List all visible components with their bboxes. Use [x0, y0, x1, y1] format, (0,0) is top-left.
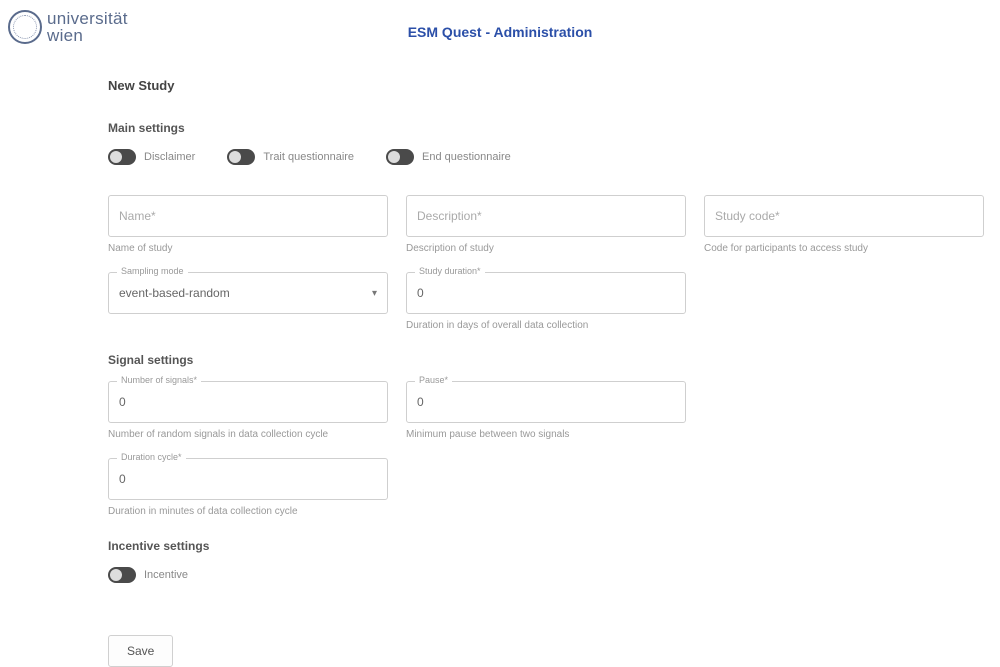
pause-input[interactable]: Pause* 0 [406, 381, 686, 423]
field-name: Name* Name of study [108, 195, 388, 254]
incentive-settings-heading: Incentive settings [108, 539, 970, 553]
placeholder: Name* [119, 209, 156, 223]
float-label: Sampling mode [117, 266, 188, 276]
signal-settings-heading: Signal settings [108, 353, 970, 367]
input-value: 0 [417, 395, 424, 409]
input-value: 0 [119, 472, 126, 486]
number-signals-input[interactable]: Number of signals* 0 [108, 381, 388, 423]
main-settings-heading: Main settings [108, 121, 970, 135]
float-label: Pause* [415, 375, 452, 385]
toggle-label: End questionnaire [422, 151, 511, 163]
toggle-end-questionnaire[interactable]: End questionnaire [386, 149, 511, 165]
toggle-label: Incentive [144, 569, 188, 581]
incentive-toggles: Incentive [108, 567, 970, 583]
field-duration-cycle: Duration cycle* 0 Duration in minutes of… [108, 458, 388, 517]
chevron-down-icon: ▾ [372, 288, 377, 299]
app-title: ESM Quest - Administration [408, 24, 593, 40]
page-content: New Study Main settings Disclaimer Trait… [0, 48, 1000, 667]
uni-name-line2: wien [47, 27, 128, 44]
page-heading: New Study [108, 78, 970, 93]
helper-text: Name of study [108, 243, 388, 254]
name-input[interactable]: Name* [108, 195, 388, 237]
switch-icon [108, 149, 136, 165]
helper-text: Duration in days of overall data collect… [406, 320, 686, 331]
uni-seal-icon [8, 10, 42, 44]
uni-name: universität wien [47, 10, 128, 44]
float-label: Number of signals* [117, 375, 201, 385]
placeholder: Study code* [715, 209, 780, 223]
toggle-incentive[interactable]: Incentive [108, 567, 188, 583]
field-sampling-mode: Sampling mode event-based-random ▾ [108, 272, 388, 331]
save-button[interactable]: Save [108, 635, 173, 667]
helper-text: Duration in minutes of data collection c… [108, 506, 388, 517]
toggle-trait-questionnaire[interactable]: Trait questionnaire [227, 149, 354, 165]
app-header: universität wien ESM Quest - Administrat… [0, 0, 1000, 48]
description-input[interactable]: Description* [406, 195, 686, 237]
toggle-disclaimer[interactable]: Disclaimer [108, 149, 195, 165]
field-study-code: Study code* Code for participants to acc… [704, 195, 984, 254]
placeholder: Description* [417, 209, 482, 223]
uni-logo: universität wien [8, 10, 128, 44]
main-toggles: Disclaimer Trait questionnaire End quest… [108, 149, 970, 165]
duration-cycle-input[interactable]: Duration cycle* 0 [108, 458, 388, 500]
switch-icon [227, 149, 255, 165]
toggle-label: Trait questionnaire [263, 151, 354, 163]
field-description: Description* Description of study [406, 195, 686, 254]
study-code-input[interactable]: Study code* [704, 195, 984, 237]
main-fields-row1: Name* Name of study Description* Descrip… [108, 195, 970, 331]
select-value: event-based-random [119, 286, 230, 300]
helper-text: Number of random signals in data collect… [108, 429, 388, 440]
sampling-mode-select[interactable]: Sampling mode event-based-random ▾ [108, 272, 388, 314]
input-value: 0 [119, 395, 126, 409]
float-label: Duration cycle* [117, 452, 186, 462]
toggle-label: Disclaimer [144, 151, 195, 163]
helper-text: Minimum pause between two signals [406, 429, 686, 440]
uni-name-line1: universität [47, 10, 128, 27]
switch-icon [108, 567, 136, 583]
field-number-signals: Number of signals* 0 Number of random si… [108, 381, 388, 440]
switch-icon [386, 149, 414, 165]
signal-fields: Number of signals* 0 Number of random si… [108, 381, 970, 517]
field-study-duration: Study duration* 0 Duration in days of ov… [406, 272, 686, 331]
field-pause: Pause* 0 Minimum pause between two signa… [406, 381, 686, 440]
helper-text: Code for participants to access study [704, 243, 984, 254]
input-value: 0 [417, 286, 424, 300]
study-duration-input[interactable]: Study duration* 0 [406, 272, 686, 314]
float-label: Study duration* [415, 266, 485, 276]
helper-text: Description of study [406, 243, 686, 254]
